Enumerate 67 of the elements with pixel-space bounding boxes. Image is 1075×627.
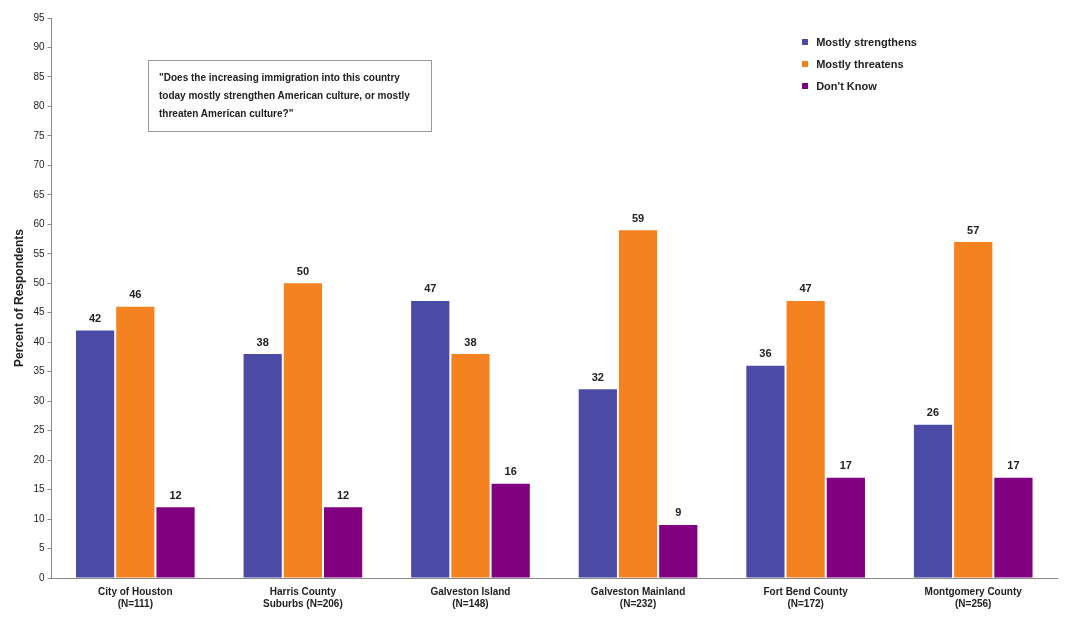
y-tick-label: 45 [33, 306, 45, 318]
bar [913, 424, 953, 578]
x-tick-label: Galveston Mainland (N=232) [590, 585, 686, 609]
bar [451, 354, 490, 578]
data-label: 38 [464, 335, 477, 348]
bar [324, 507, 363, 578]
data-label: 47 [799, 282, 812, 295]
y-tick-label: 10 [33, 512, 45, 524]
data-label: 50 [296, 264, 310, 277]
data-label: 12 [169, 488, 182, 501]
data-label: 47 [424, 282, 437, 295]
y-tick-label: 20 [33, 453, 45, 465]
bar [954, 242, 993, 578]
bar [243, 354, 282, 578]
data-label: 12 [336, 488, 350, 501]
legend-label: Mostly threatens [816, 58, 904, 70]
y-tick-label: 60 [33, 218, 45, 230]
y-tick-label: 85 [33, 70, 45, 82]
data-label: 16 [504, 465, 517, 478]
bar [578, 389, 617, 578]
data-label: 36 [759, 347, 772, 360]
legend-label: Mostly strengthens [816, 36, 917, 48]
bar [618, 230, 658, 578]
bar [994, 477, 1033, 578]
y-tick-label: 25 [33, 424, 45, 436]
data-label: 32 [591, 370, 604, 383]
y-tick-label: 75 [33, 129, 45, 141]
y-tick-label: 70 [33, 159, 45, 171]
y-tick-label: 40 [33, 335, 45, 347]
bar [75, 330, 115, 578]
data-label: 26 [926, 406, 940, 419]
bar [826, 477, 865, 578]
bar [786, 300, 825, 578]
y-tick-label: 0 [38, 571, 45, 583]
y-tick-label: 55 [33, 247, 45, 259]
data-label: 42 [88, 311, 102, 324]
data-label: 38 [256, 335, 269, 348]
y-tick-label: 80 [33, 100, 45, 112]
bar [283, 283, 322, 578]
bar [491, 483, 530, 578]
x-tick-label: Harris County Suburbs (N=206) [263, 585, 343, 609]
bar [156, 507, 195, 578]
bar [116, 306, 155, 578]
data-label: 57 [967, 223, 980, 236]
data-label: 46 [129, 288, 142, 301]
bar [746, 365, 785, 578]
data-label: 9 [675, 506, 682, 519]
bar [659, 524, 698, 578]
y-tick-label: 35 [33, 365, 45, 377]
x-tick-label: City of Houston (N=111) [98, 585, 173, 609]
bar [411, 300, 450, 578]
y-tick-label: 30 [33, 394, 45, 406]
data-label: 17 [839, 459, 852, 472]
y-tick-label: 50 [33, 277, 45, 289]
x-tick-label: Montgomery County (N=256) [924, 585, 1023, 609]
y-tick-label: 15 [33, 483, 45, 495]
x-tick-label: Fort Bend County (N=172) [763, 585, 849, 609]
quote-box: "Does the increasing immigration into this country today mostly strengthen American culture, or mostly threaten American culture?" [148, 60, 432, 132]
data-label: 17 [1007, 459, 1020, 472]
y-tick-label: 65 [33, 188, 45, 200]
data-label: 59 [631, 211, 645, 224]
y-tick-label: 95 [33, 11, 45, 23]
y-tick-label: 90 [33, 41, 45, 53]
x-tick-label: Galveston Island (N=148) [430, 585, 511, 609]
legend-label: Don't Know [816, 80, 877, 92]
y-tick-label: 5 [38, 542, 45, 554]
y-axis-title: Percent of Respondents [11, 228, 26, 368]
